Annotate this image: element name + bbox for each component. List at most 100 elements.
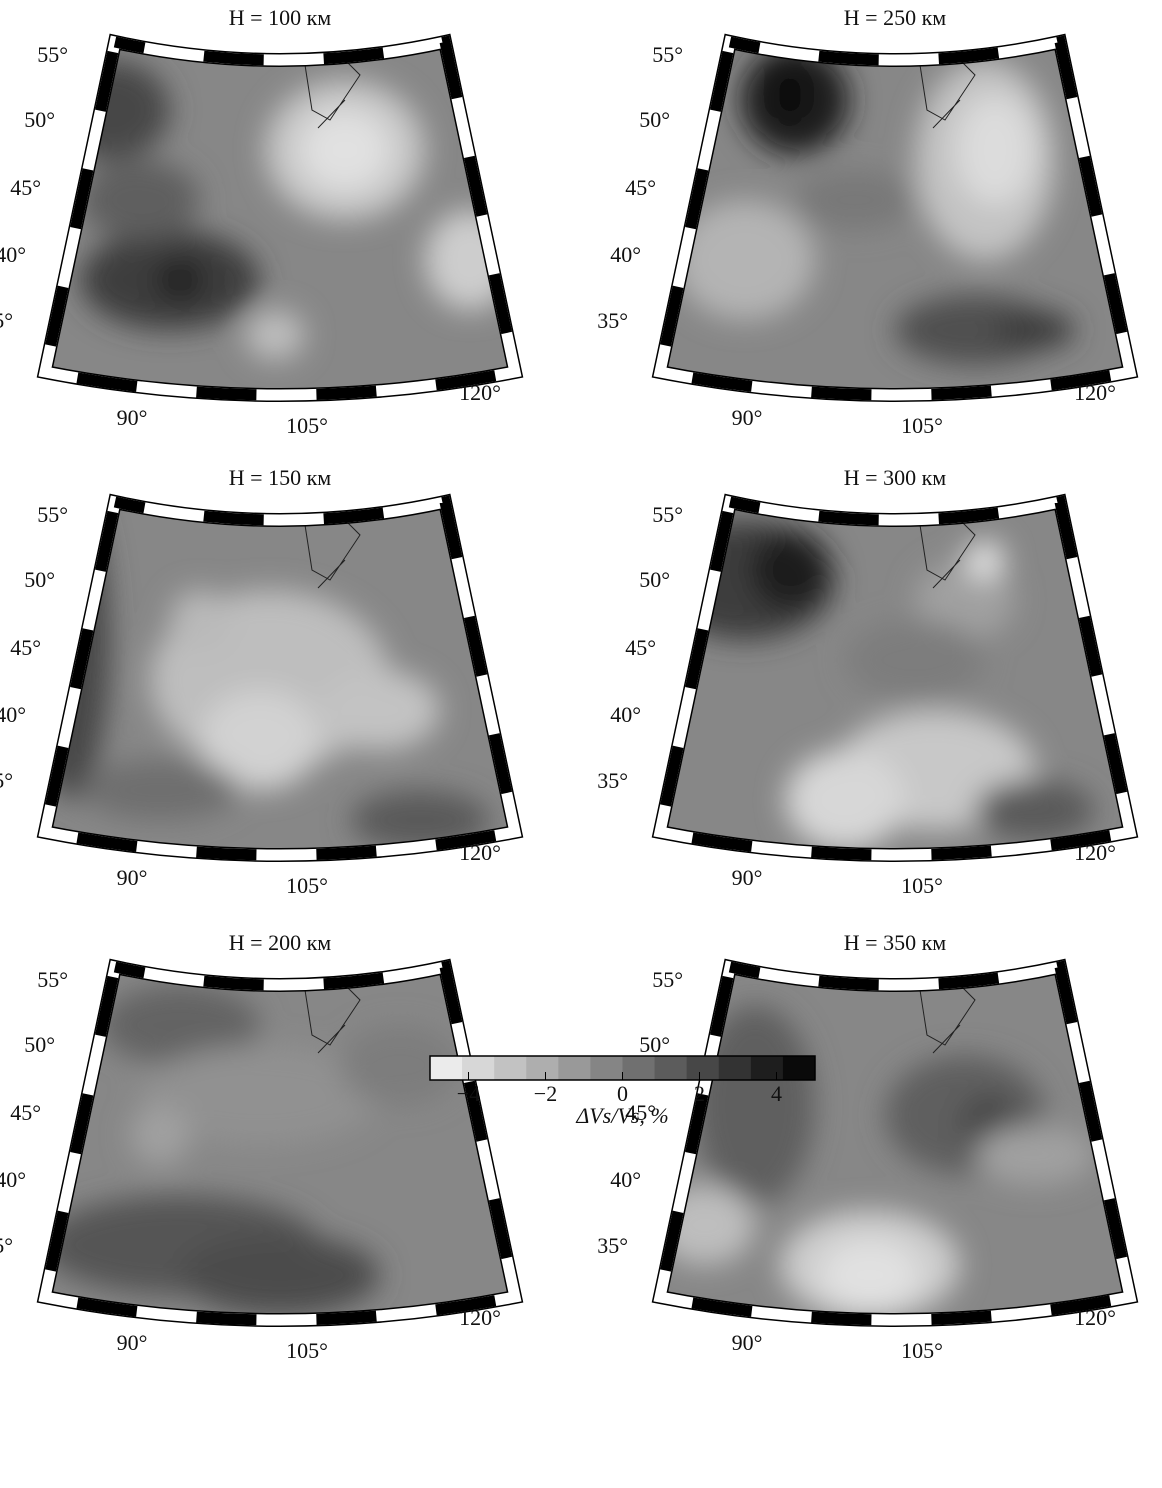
anomaly (750, 530, 830, 610)
lon-label: 120° (1074, 840, 1116, 865)
map-title: H = 150 км (229, 465, 331, 490)
anomaly (995, 310, 1075, 350)
anomaly (965, 540, 1005, 580)
lat-label: 50° (24, 1032, 55, 1057)
lon-label: 105° (286, 413, 328, 438)
lat-label: 40° (0, 1167, 26, 1192)
map-title: H = 300 км (844, 465, 946, 490)
lat-label: 45° (625, 635, 656, 660)
map-field (655, 40, 1135, 420)
colorbar-cell (719, 1056, 752, 1080)
map-title: H = 200 км (229, 930, 331, 955)
anomaly (170, 590, 230, 650)
lon-label: 105° (286, 873, 328, 898)
lat-label: 40° (0, 702, 26, 727)
lat-label: 35° (0, 1233, 13, 1258)
anomaly (30, 480, 110, 800)
map-title: H = 100 км (229, 5, 331, 30)
lon-label: 120° (459, 1305, 501, 1330)
colorbar-cell (655, 1056, 688, 1080)
lat-label: 55° (37, 967, 68, 992)
colorbar-cell (526, 1056, 559, 1080)
map-panel: H = 250 км 55° 50° 45° 40° 35° 90° 105° 120° (597, 5, 1135, 438)
lat-label: 45° (625, 175, 656, 200)
colorbar-cell (430, 1056, 463, 1080)
anomaly (955, 95, 1035, 205)
anomaly (155, 260, 205, 300)
colorbar-cell (783, 1056, 816, 1080)
lon-label: 120° (459, 380, 501, 405)
lat-label: 40° (0, 242, 26, 267)
colorbar-cell (494, 1056, 527, 1080)
lon-label: 90° (732, 1330, 763, 1355)
lon-label: 105° (901, 873, 943, 898)
map-panel: H = 100 км 55° 50° 45° 40° 35° 90° 105° 120° (0, 5, 520, 438)
colorbar-cell (462, 1056, 495, 1080)
lat-label: 35° (597, 1233, 628, 1258)
colorbar-tick-label: −2 (534, 1081, 557, 1106)
anomaly (245, 310, 305, 360)
anomaly (130, 1105, 190, 1165)
lat-label: 55° (652, 967, 683, 992)
lon-label: 90° (732, 865, 763, 890)
anomaly (845, 620, 985, 700)
anomaly (785, 750, 905, 850)
lat-label: 35° (597, 768, 628, 793)
anomaly (300, 110, 390, 190)
lon-label: 105° (286, 1338, 328, 1363)
anomaly (975, 780, 1095, 840)
lon-label: 90° (117, 865, 148, 890)
lon-label: 90° (117, 405, 148, 430)
lat-label: 35° (0, 768, 13, 793)
lat-label: 35° (597, 308, 628, 333)
colorbar-cell (558, 1056, 591, 1080)
lat-label: 50° (24, 567, 55, 592)
colorbar-cell (623, 1056, 656, 1080)
map-panel: H = 300 км55°50°45°40°35°90°105°120° (597, 465, 1135, 898)
anomaly (975, 1125, 1095, 1185)
lat-label: 55° (37, 42, 68, 67)
colorbar-tick-label: −4 (457, 1081, 480, 1106)
anomaly (795, 170, 915, 230)
colorbar-tick-label: 4 (771, 1081, 782, 1106)
map-field (40, 965, 520, 1345)
figure: H = 100 км55°50°45°40°35°90°105°120°H = … (0, 0, 1162, 1488)
map-panel: H = 200 км 55° 50° 45° 40° 35° 90° 105° 120° (0, 930, 520, 1363)
anomaly (320, 670, 440, 750)
lon-label: 105° (901, 413, 943, 438)
anomaly (180, 1235, 380, 1315)
colorbar-label: ΔVs/Vs, % (575, 1103, 668, 1128)
map-title: H = 350 км (844, 930, 946, 955)
lat-label: 40° (610, 242, 641, 267)
lat-label: 40° (610, 1167, 641, 1192)
anomaly (765, 60, 815, 130)
map-field (655, 965, 1135, 1345)
map-panel: H = 150 км55°50°45°40°35°90°105°120° (0, 465, 520, 898)
lon-label: 120° (459, 840, 501, 865)
anomaly (820, 1240, 920, 1310)
colorbar-tick-label: 2 (694, 1081, 705, 1106)
colorbar-cell (687, 1056, 720, 1080)
map-title: H = 250 км (844, 5, 946, 30)
colorbar-cell (590, 1056, 623, 1080)
map-field (655, 500, 1135, 880)
lat-label: 50° (639, 107, 670, 132)
lon-label: 105° (901, 1338, 943, 1363)
lon-label: 90° (117, 1330, 148, 1355)
lat-label: 50° (639, 567, 670, 592)
lat-label: 45° (10, 175, 41, 200)
lon-label: 120° (1074, 380, 1116, 405)
lat-label: 40° (610, 702, 641, 727)
lon-label: 90° (732, 405, 763, 430)
map-field (40, 40, 520, 420)
lat-label: 55° (652, 42, 683, 67)
colorbar-cell (751, 1056, 784, 1080)
lat-label: 45° (10, 1100, 41, 1125)
anomaly (80, 760, 240, 820)
lon-label: 120° (1074, 1305, 1116, 1330)
lat-label: 45° (10, 635, 41, 660)
lat-label: 35° (0, 308, 13, 333)
lat-label: 50° (24, 107, 55, 132)
